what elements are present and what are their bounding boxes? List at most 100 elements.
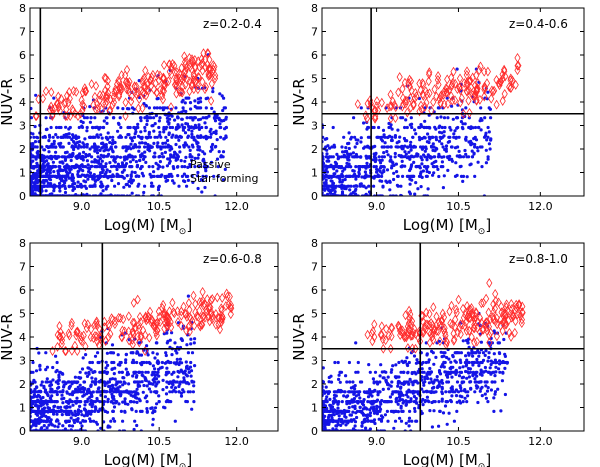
data-point bbox=[444, 144, 449, 148]
data-point bbox=[328, 191, 333, 195]
data-point bbox=[136, 380, 140, 384]
data-point bbox=[514, 60, 521, 71]
data-point bbox=[91, 98, 96, 102]
data-point bbox=[384, 103, 391, 114]
data-point bbox=[456, 73, 464, 84]
data-point bbox=[160, 173, 164, 177]
data-point bbox=[186, 351, 190, 355]
data-point bbox=[196, 148, 200, 152]
data-point bbox=[337, 414, 341, 418]
data-point bbox=[355, 409, 360, 413]
data-point bbox=[104, 116, 108, 120]
data-point bbox=[91, 402, 95, 406]
data-point bbox=[473, 142, 477, 147]
data-point bbox=[51, 160, 56, 164]
data-point bbox=[164, 360, 168, 365]
data-point bbox=[222, 106, 226, 110]
data-point bbox=[390, 135, 394, 139]
data-point bbox=[389, 370, 393, 374]
data-point bbox=[164, 135, 168, 139]
data-point bbox=[78, 331, 85, 342]
data-point bbox=[355, 141, 359, 146]
data-point bbox=[192, 400, 196, 404]
data-point bbox=[58, 169, 63, 173]
data-point bbox=[484, 131, 488, 135]
data-point bbox=[164, 351, 168, 355]
data-point bbox=[419, 185, 423, 189]
data-point bbox=[473, 125, 478, 130]
data-point bbox=[167, 102, 175, 113]
data-point bbox=[138, 158, 142, 163]
data-point bbox=[125, 174, 129, 178]
data-point bbox=[137, 149, 141, 153]
x-tick-label: 12.0 bbox=[528, 200, 553, 213]
data-point bbox=[68, 317, 75, 328]
data-point bbox=[348, 188, 352, 192]
data-point bbox=[347, 162, 351, 166]
data-point bbox=[193, 337, 197, 341]
data-point bbox=[218, 313, 225, 324]
data-point bbox=[156, 367, 161, 371]
data-point bbox=[107, 94, 114, 105]
data-point bbox=[143, 378, 147, 382]
data-point bbox=[74, 346, 81, 357]
data-point bbox=[412, 394, 416, 399]
data-point bbox=[222, 137, 226, 141]
data-point bbox=[446, 140, 450, 144]
data-point bbox=[52, 139, 56, 143]
data-point bbox=[45, 365, 50, 369]
data-point bbox=[223, 127, 227, 131]
data-point bbox=[213, 116, 217, 120]
data-point bbox=[433, 400, 437, 404]
data-point bbox=[67, 141, 71, 145]
data-point bbox=[70, 137, 74, 142]
y-tick-label: 5 bbox=[311, 73, 318, 86]
data-point bbox=[325, 166, 329, 170]
data-point bbox=[419, 174, 423, 178]
data-point bbox=[325, 137, 329, 141]
data-point bbox=[140, 380, 144, 384]
data-point bbox=[69, 158, 73, 163]
data-point bbox=[506, 82, 513, 92]
data-point bbox=[379, 161, 383, 165]
data-point bbox=[107, 329, 114, 339]
data-point bbox=[165, 341, 169, 345]
data-point bbox=[425, 395, 429, 399]
data-point bbox=[181, 324, 185, 328]
data-point bbox=[426, 132, 430, 136]
data-point bbox=[347, 184, 351, 188]
data-point bbox=[121, 170, 125, 174]
data-point bbox=[440, 160, 444, 164]
data-point bbox=[159, 85, 166, 96]
x-tick-label: 10.5 bbox=[446, 200, 471, 213]
y-tick-label: 7 bbox=[19, 26, 26, 39]
data-point bbox=[433, 155, 437, 159]
data-point bbox=[33, 380, 37, 384]
data-point bbox=[180, 165, 184, 169]
data-point bbox=[178, 357, 182, 361]
data-point bbox=[72, 147, 76, 152]
data-point bbox=[346, 152, 350, 156]
data-point bbox=[156, 145, 160, 149]
data-point bbox=[57, 422, 61, 426]
data-point bbox=[113, 377, 117, 381]
data-point bbox=[59, 135, 63, 139]
data-point bbox=[88, 79, 95, 90]
data-point bbox=[416, 78, 423, 89]
data-point bbox=[101, 155, 105, 159]
data-point bbox=[30, 388, 33, 392]
data-point bbox=[501, 88, 508, 99]
data-point bbox=[61, 401, 65, 405]
data-point bbox=[464, 152, 468, 156]
data-point bbox=[176, 68, 183, 79]
data-point bbox=[359, 155, 363, 159]
data-point bbox=[58, 390, 62, 394]
data-point bbox=[403, 95, 410, 106]
data-point bbox=[88, 417, 92, 421]
data-point bbox=[76, 155, 81, 159]
data-point bbox=[84, 186, 88, 190]
data-point bbox=[34, 179, 38, 183]
data-point bbox=[95, 422, 99, 426]
data-point bbox=[414, 132, 418, 136]
data-point bbox=[108, 313, 115, 324]
